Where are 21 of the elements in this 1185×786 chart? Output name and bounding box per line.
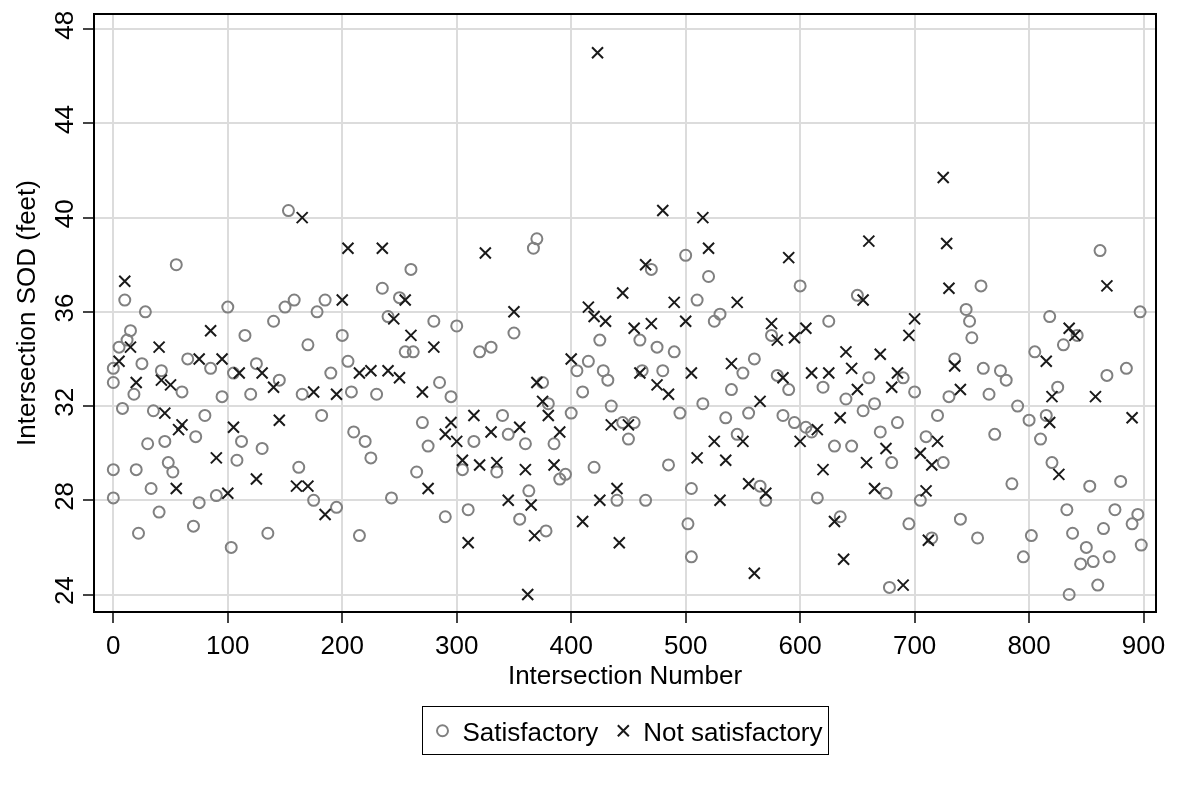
y-tick-label: 24 — [48, 576, 79, 606]
x-tick-label: 300 — [435, 630, 479, 661]
y-axis-title: Intersection SOD (feet) — [11, 180, 42, 446]
x-tick-label: 600 — [778, 630, 822, 661]
x-tick-label: 500 — [663, 630, 708, 661]
y-tick-label: 32 — [48, 387, 79, 417]
legend-label: Not satisfactory — [643, 716, 823, 747]
x-tick-label: 800 — [1007, 630, 1051, 661]
legend-label: Satisfactory — [462, 716, 599, 747]
y-tick-label: 36 — [48, 293, 79, 323]
x-tick-label: 900 — [1121, 630, 1166, 661]
y-tick-label: 28 — [48, 481, 79, 511]
x-tick-label: 400 — [549, 630, 593, 661]
y-tick-label: 44 — [48, 105, 79, 134]
x-tick-label: 0 — [106, 630, 121, 661]
x-axis-title: Intersection Number — [507, 660, 743, 691]
x-tick-label: 100 — [206, 630, 250, 661]
x-tick-label: 200 — [320, 630, 364, 661]
y-tick-label: 40 — [48, 199, 79, 229]
x-tick-label: 700 — [892, 630, 937, 661]
y-tick-label: 48 — [48, 10, 79, 40]
